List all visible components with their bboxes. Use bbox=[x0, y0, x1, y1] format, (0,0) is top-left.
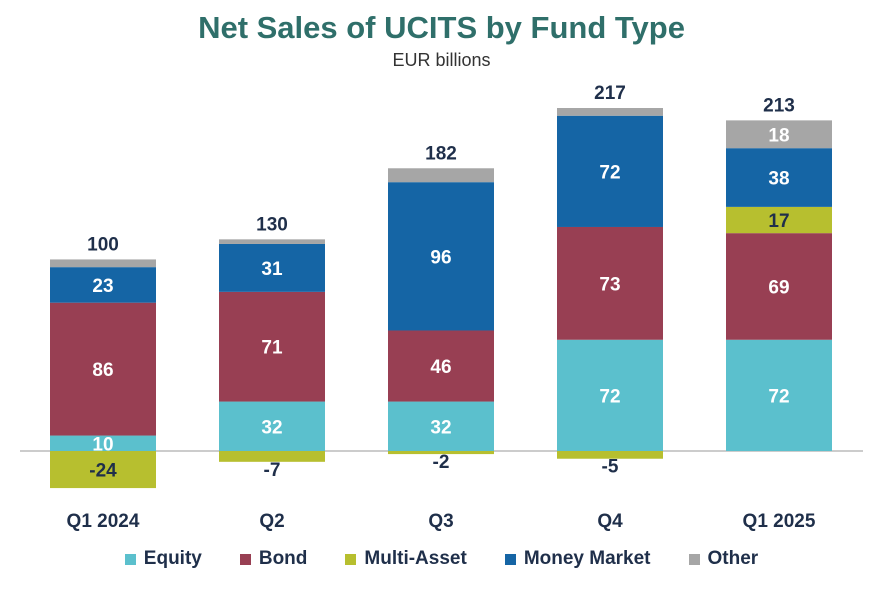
bar-segment-bond bbox=[219, 291, 325, 402]
data-label: 32 bbox=[261, 417, 282, 438]
legend-label: Multi-Asset bbox=[364, 548, 467, 569]
bar-segment-other bbox=[50, 259, 156, 268]
data-label: 46 bbox=[430, 357, 451, 378]
legend-item: Bond bbox=[239, 548, 308, 570]
legend-label: Other bbox=[707, 548, 759, 569]
data-label: 18 bbox=[768, 125, 789, 146]
chart-title: Net Sales of UCITS by Fund Type bbox=[198, 10, 685, 45]
bar-segment-equity bbox=[50, 435, 156, 451]
x-tick-label: Q1 2025 bbox=[743, 511, 816, 532]
data-label: 73 bbox=[599, 274, 620, 295]
legend-label: Equity bbox=[143, 548, 202, 569]
bar-segment-equity bbox=[557, 339, 663, 451]
data-label: 71 bbox=[261, 338, 283, 359]
chart-legend: Equity Bond Multi-Asset Money Market Other bbox=[0, 548, 883, 570]
data-label: 72 bbox=[768, 386, 789, 407]
data-label: 17 bbox=[768, 211, 789, 232]
bar-segment-money-market bbox=[50, 267, 156, 303]
legend-swatch bbox=[239, 553, 251, 565]
bar-segment-equity bbox=[726, 339, 832, 451]
bar-segment-money-market bbox=[557, 115, 663, 227]
total-label: 213 bbox=[763, 95, 795, 116]
x-tick-label: Q3 bbox=[428, 511, 453, 532]
legend-item: Other bbox=[688, 548, 759, 570]
legend-item: Equity bbox=[124, 548, 202, 570]
bar-segment-equity bbox=[219, 401, 325, 451]
bar-segment-money-market bbox=[219, 243, 325, 292]
bar-segment-other bbox=[726, 120, 832, 149]
legend-item: Multi-Asset bbox=[345, 548, 467, 570]
bar-segment-money-market bbox=[388, 182, 494, 331]
bar-segment-bond bbox=[726, 233, 832, 340]
chart-subtitle: EUR billions bbox=[392, 50, 491, 70]
x-tick-label: Q4 bbox=[597, 511, 623, 532]
legend-swatch bbox=[345, 553, 357, 565]
bar-segment-bond bbox=[388, 330, 494, 402]
bar-segment-multi-asset bbox=[557, 451, 663, 459]
legend-label: Money Market bbox=[523, 548, 651, 569]
data-label: 96 bbox=[430, 247, 451, 268]
data-label: -5 bbox=[602, 457, 619, 478]
data-label: 10 bbox=[92, 434, 113, 455]
data-label: 69 bbox=[768, 277, 789, 298]
legend-swatch bbox=[504, 553, 516, 565]
data-label: -2 bbox=[433, 452, 450, 473]
data-label: 23 bbox=[92, 276, 113, 297]
x-tick-label: Q2 bbox=[259, 511, 284, 532]
bar-segment-other bbox=[557, 108, 663, 116]
total-label: 182 bbox=[425, 143, 457, 164]
data-label: 31 bbox=[261, 259, 283, 280]
bar-segment-multi-asset bbox=[50, 451, 156, 489]
data-label: -24 bbox=[89, 461, 117, 482]
data-label: 72 bbox=[599, 162, 620, 183]
data-label: 72 bbox=[599, 386, 620, 407]
bar-segment-multi-asset bbox=[388, 451, 494, 455]
data-label: 38 bbox=[768, 169, 789, 190]
total-label: 130 bbox=[256, 214, 288, 235]
data-label: -7 bbox=[264, 460, 281, 481]
legend-label: Bond bbox=[258, 548, 308, 569]
bar-segment-multi-asset bbox=[726, 206, 832, 234]
bar-segment-money-market bbox=[726, 148, 832, 207]
legend-swatch bbox=[688, 553, 700, 565]
total-label: 100 bbox=[87, 234, 119, 255]
legend-item: Money Market bbox=[504, 548, 651, 570]
bar-segment-equity bbox=[388, 401, 494, 451]
data-label: 86 bbox=[92, 360, 113, 381]
bar-segment-other bbox=[388, 168, 494, 183]
x-tick-label: Q1 2024 bbox=[67, 511, 140, 532]
bar-segment-multi-asset bbox=[219, 451, 325, 462]
total-label: 217 bbox=[594, 83, 626, 104]
bar-segment-bond bbox=[50, 302, 156, 436]
legend-swatch bbox=[124, 553, 136, 565]
bar-segment-bond bbox=[557, 226, 663, 340]
bar-segment-other bbox=[219, 239, 325, 244]
data-label: 32 bbox=[430, 417, 451, 438]
